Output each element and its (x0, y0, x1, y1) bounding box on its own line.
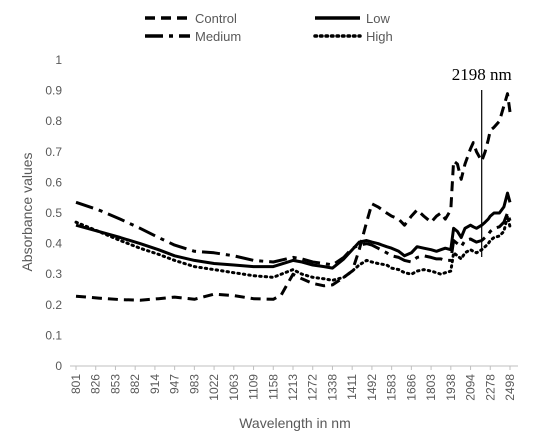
y-axis: 0 0.1 0.2 0.3 0.4 0.5 0.6 0.7 0.8 0.9 1 (45, 53, 62, 373)
x-tick-label: 1411 (345, 374, 359, 400)
x-tick-label: 983 (187, 374, 201, 394)
y-tick-label: 0 (55, 359, 62, 373)
x-tick-label: 882 (128, 374, 142, 394)
x-tick-label: 2278 (483, 374, 497, 401)
annotation-label: 2198 nm (452, 65, 512, 84)
x-tick-label: 2094 (464, 374, 478, 401)
y-tick-label: 0.4 (45, 237, 62, 251)
x-tick-label: 947 (168, 374, 182, 394)
x-tick-label: 1803 (424, 374, 438, 401)
y-tick-label: 0.1 (45, 328, 62, 342)
y-tick-label: 0.3 (45, 267, 62, 281)
series-layer (74, 92, 512, 302)
y-tick-label: 0.7 (45, 145, 62, 159)
x-tick-label: 801 (69, 374, 83, 394)
x-tick-label: 1938 (444, 374, 458, 401)
series-line-control (75, 92, 512, 302)
y-tick-label: 0.9 (45, 84, 62, 98)
x-tick-label: 1338 (325, 374, 339, 401)
series-line-high (74, 214, 512, 282)
x-tick-label: 1583 (385, 374, 399, 401)
x-tick-label: 2498 (503, 374, 517, 401)
y-tick-label: 0.6 (45, 175, 62, 189)
x-tick-label: 914 (148, 374, 162, 394)
series-line-medium (75, 200, 512, 267)
y-axis-title: Absorbance values (19, 152, 35, 271)
y-tick-label: 0.5 (45, 206, 62, 220)
series-line-low (75, 191, 512, 270)
x-tick-label: 1213 (286, 374, 300, 401)
x-tick-label: 1022 (207, 374, 221, 401)
y-tick-label: 1 (55, 53, 62, 67)
x-tick-label: 1063 (227, 374, 241, 401)
y-tick-label: 0.2 (45, 298, 62, 312)
legend-label-low: Low (366, 11, 390, 26)
legend-label-control: Control (195, 11, 237, 26)
y-tick-label: 0.8 (45, 114, 62, 128)
x-axis: 801 826 853 882 914 947 983 1022 1063 1109 1158 121… (69, 365, 518, 401)
x-tick-label: 1492 (365, 374, 379, 401)
x-axis-title: Wavelength in nm (239, 415, 351, 431)
x-tick-label: 853 (108, 374, 122, 394)
x-tick-label: 1272 (306, 374, 320, 401)
legend: Control Low Medium High (145, 11, 393, 44)
x-tick-label: 1686 (404, 374, 418, 401)
annotation: 2198 nm (452, 65, 512, 257)
x-tick-label: 1158 (266, 374, 280, 400)
legend-label-high: High (366, 29, 393, 44)
x-tick-label: 1109 (247, 374, 261, 400)
x-tick-label: 826 (89, 374, 103, 394)
legend-label-medium: Medium (195, 29, 241, 44)
